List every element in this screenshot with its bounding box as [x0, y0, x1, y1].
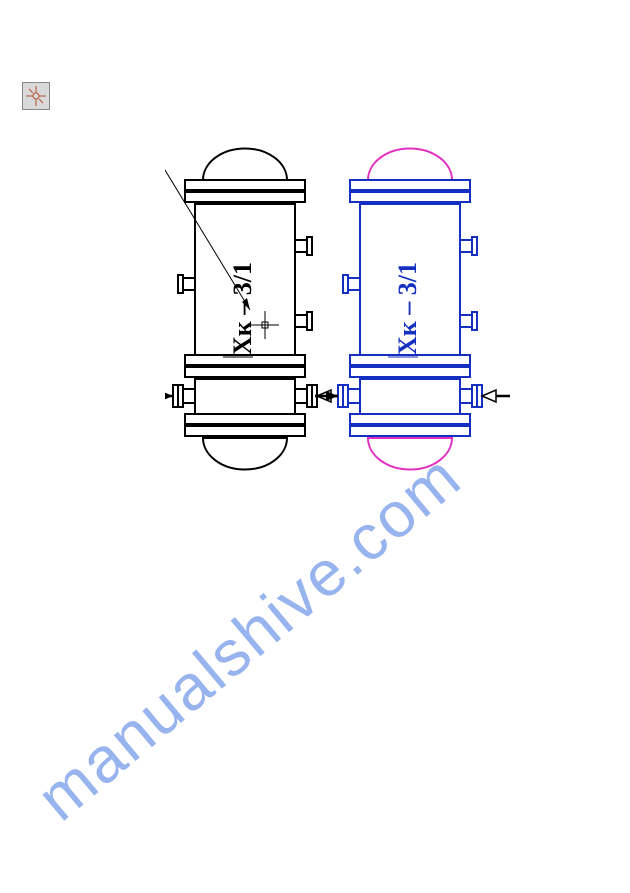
- diagram-container: Xк – 3/1 Xк – 3/1: [165, 130, 525, 495]
- vessel-label-left: Xк – 3/1: [228, 262, 257, 355]
- toolbar-icon: [22, 82, 50, 110]
- diagram-svg: Xк – 3/1 Xк – 3/1: [165, 130, 525, 490]
- vessel-left: Xк – 3/1: [165, 149, 345, 470]
- vessel-right: Xк – 3/1: [315, 149, 510, 470]
- vessel-label-right: Xк – 3/1: [393, 262, 422, 355]
- ucs-icon: [26, 86, 46, 106]
- watermark-text: manualshive.com: [23, 439, 475, 835]
